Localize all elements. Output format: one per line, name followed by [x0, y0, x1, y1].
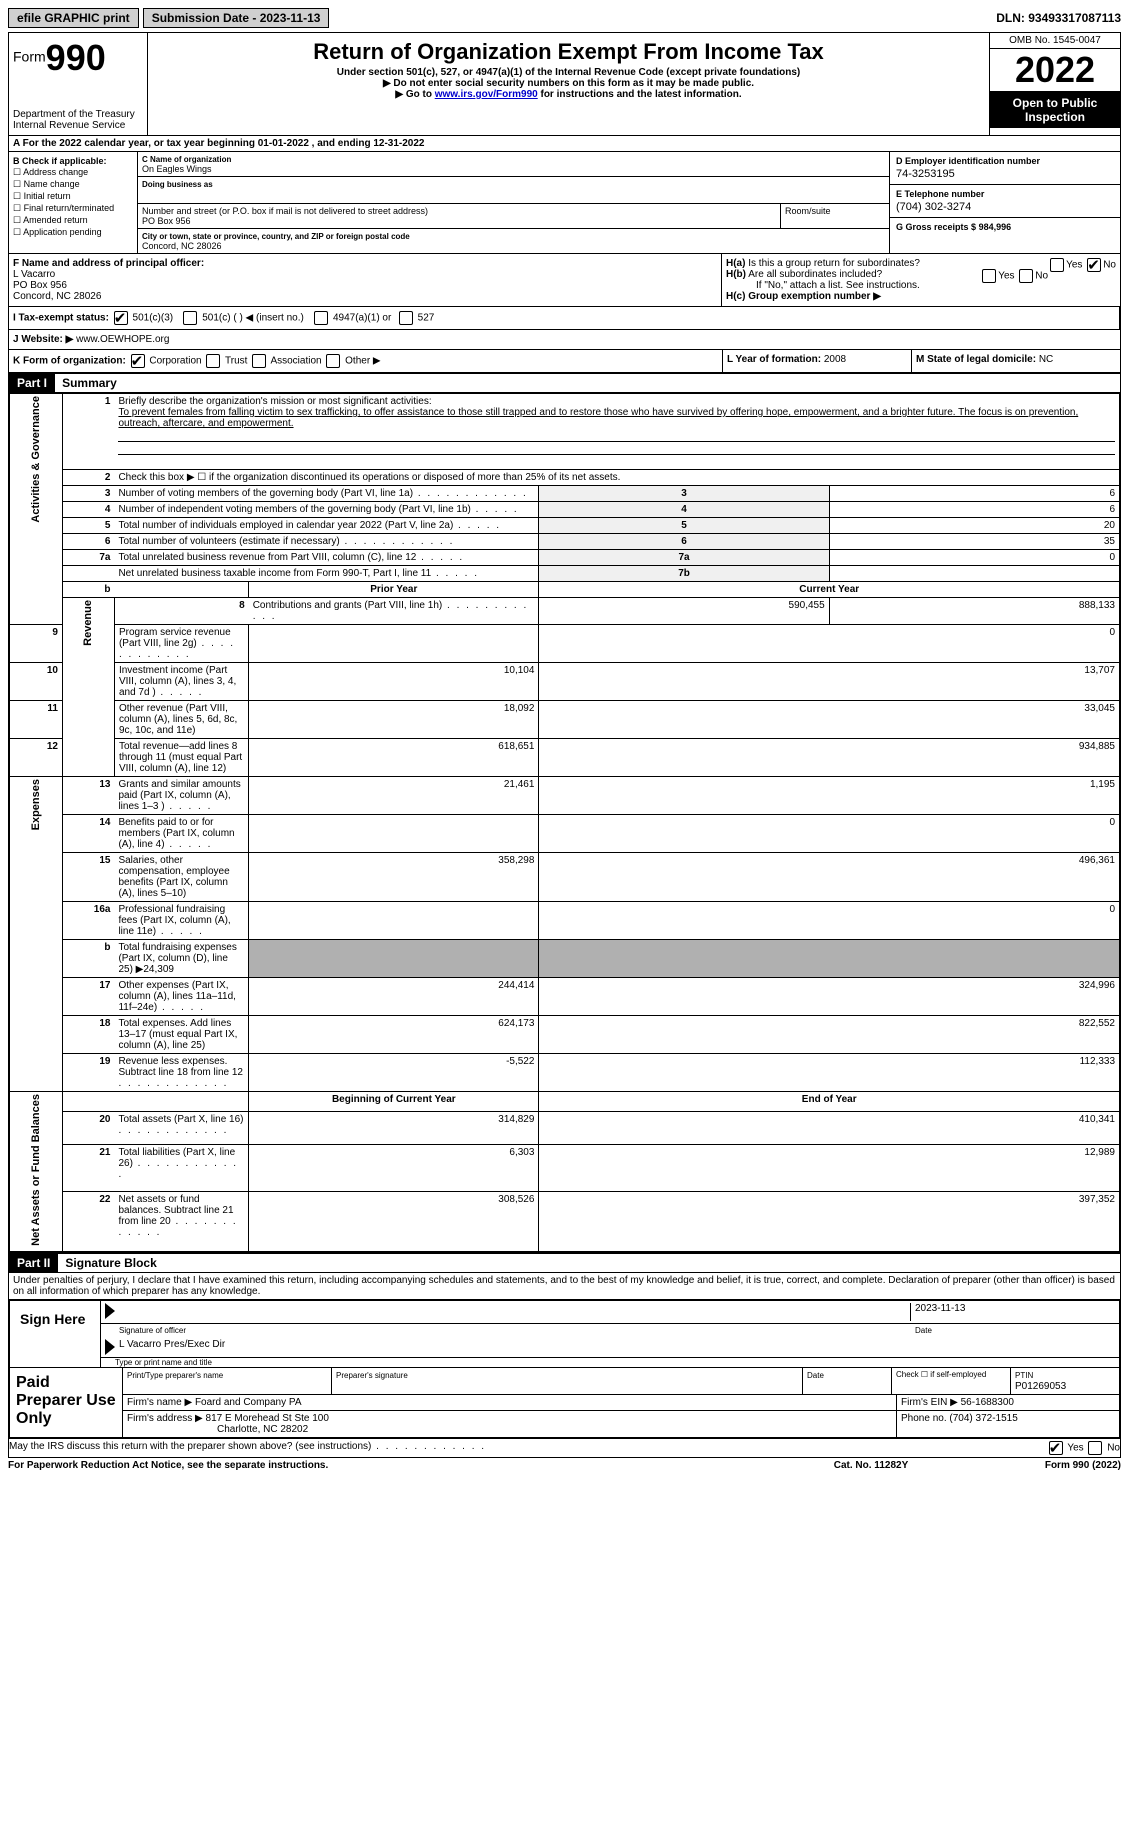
penalty-statement: Under penalties of perjury, I declare th… — [9, 1273, 1120, 1299]
section-d: D Employer identification number 74-3253… — [890, 152, 1120, 253]
gross-receipts: 984,996 — [979, 222, 1012, 232]
year-block: OMB No. 1545-0047 2022 Open to Public In… — [989, 33, 1120, 135]
footer: For Paperwork Reduction Act Notice, see … — [8, 1458, 1121, 1473]
section-b: B Check if applicable: ☐ Address change … — [9, 152, 138, 253]
part1-header: Part I — [9, 374, 55, 392]
section-j: J Website: ▶ www.OEWHOPE.org — [9, 330, 1120, 350]
section-m: M State of legal domicile: NC — [912, 350, 1120, 372]
city-address: Concord, NC 28026 — [142, 241, 222, 251]
part2-header: Part II — [9, 1254, 58, 1272]
street-address: PO Box 956 — [142, 216, 191, 226]
phone: (704) 302-3274 — [896, 201, 1114, 213]
mission-text: To prevent females from falling victim t… — [118, 407, 1078, 429]
section-f: F Name and address of principal officer:… — [9, 254, 722, 306]
instructions-link[interactable]: www.irs.gov/Form990 — [435, 89, 538, 100]
dln: DLN: 93493317087113 — [996, 11, 1121, 25]
form-title-block: Return of Organization Exempt From Incom… — [148, 33, 989, 135]
section-k: K Form of organization: Corporation Trus… — [9, 350, 723, 372]
form-id-block: Form990 Department of the Treasury Inter… — [9, 33, 148, 135]
website: www.OEWHOPE.org — [76, 334, 169, 345]
efile-label: efile GRAPHIC print — [8, 8, 139, 28]
part1-title: Summary — [58, 374, 121, 392]
submission-date: Submission Date - 2023-11-13 — [143, 8, 330, 28]
form-title: Return of Organization Exempt From Incom… — [152, 39, 985, 65]
part2-title: Signature Block — [61, 1254, 160, 1272]
section-i: I Tax-exempt status: 501(c)(3) 501(c) ( … — [9, 307, 1120, 329]
section-c: C Name of organization On Eagles Wings D… — [138, 152, 890, 253]
summary-table: Activities & Governance 1 Briefly descri… — [9, 393, 1120, 1252]
501c3-checkbox — [114, 311, 128, 325]
org-name: On Eagles Wings — [142, 164, 212, 174]
section-h: H(a) Is this a group return for subordin… — [722, 254, 1120, 306]
discuss-row: May the IRS discuss this return with the… — [9, 1438, 1120, 1457]
paid-preparer-block: Paid Preparer Use Only Print/Type prepar… — [9, 1368, 1120, 1438]
ein: 74-3253195 — [896, 168, 1114, 180]
sign-here-block: Sign Here 2023-11-13 Signature of office… — [9, 1299, 1120, 1368]
section-l: L Year of formation: 2008 — [723, 350, 912, 372]
tax-period: A For the 2022 calendar year, or tax yea… — [9, 136, 1120, 152]
